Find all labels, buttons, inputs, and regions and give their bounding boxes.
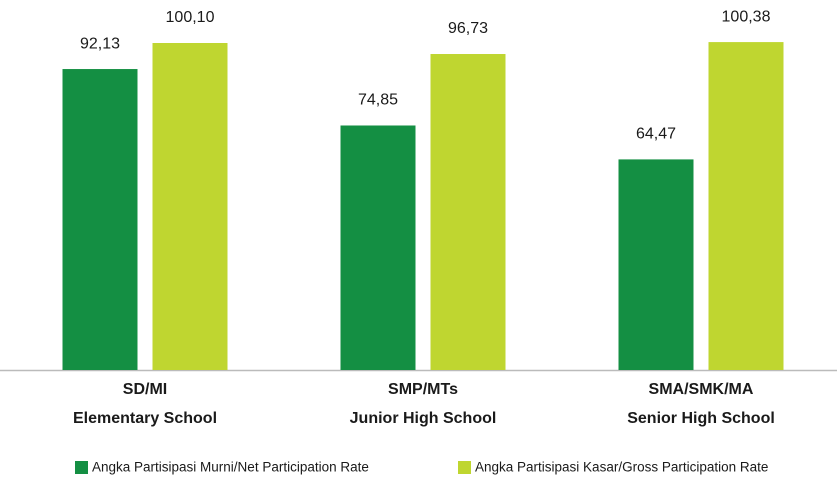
bar — [340, 125, 416, 371]
data-label: 100,38 — [722, 8, 771, 25]
x-tick-label: Elementary School — [73, 410, 217, 427]
bar — [618, 159, 694, 370]
legend-label: Angka Partisipasi Kasar/Gross Participat… — [475, 460, 768, 475]
data-label: 96,73 — [448, 20, 488, 37]
x-tick-label: SMA/SMK/MA — [649, 381, 754, 398]
data-label: 100,10 — [166, 9, 215, 26]
bar — [62, 69, 138, 371]
bar — [430, 54, 506, 371]
data-label: 92,13 — [80, 35, 120, 52]
x-tick-label: SMP/MTs — [388, 381, 458, 398]
bar — [708, 42, 784, 370]
data-label: 64,47 — [636, 126, 676, 143]
legend-label: Angka Partisipasi Murni/Net Participatio… — [92, 460, 369, 475]
x-tick-label: Junior High School — [350, 410, 497, 427]
data-label: 74,85 — [358, 92, 398, 109]
legend-swatch — [458, 461, 471, 474]
x-tick-label: Senior High School — [627, 410, 775, 427]
x-tick-label: SD/MI — [123, 381, 167, 398]
legend-swatch — [75, 461, 88, 474]
bar — [152, 43, 228, 371]
